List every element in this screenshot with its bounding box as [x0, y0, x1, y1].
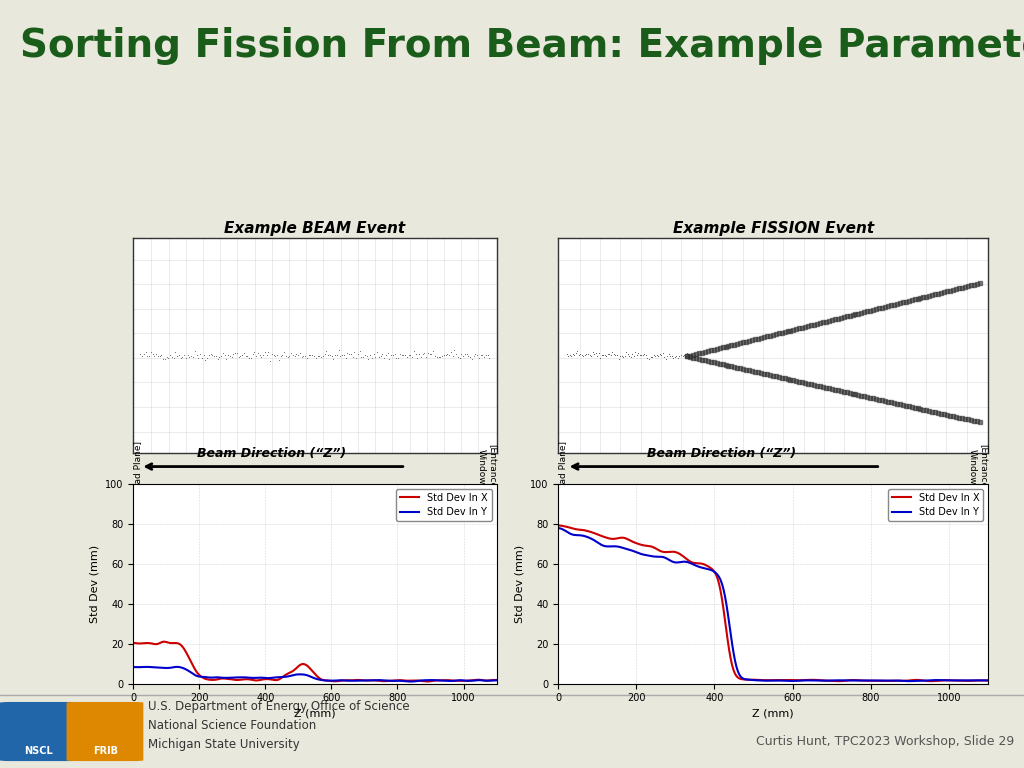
Text: Curtis Hunt, TPC2023 Workshop, Slide 29: Curtis Hunt, TPC2023 Workshop, Slide 29 [756, 735, 1014, 747]
FancyBboxPatch shape [67, 702, 143, 761]
Text: [Pad Plane]: [Pad Plane] [133, 441, 142, 492]
Y-axis label: Std Dev (mm): Std Dev (mm) [514, 545, 524, 623]
Text: [Pad Plane]: [Pad Plane] [558, 441, 567, 492]
Text: Sorting Fission From Beam: Example Parameter: Sorting Fission From Beam: Example Param… [20, 27, 1024, 65]
X-axis label: Z (mm): Z (mm) [753, 709, 794, 719]
Text: Beam Direction (“Z”): Beam Direction (“Z”) [647, 447, 796, 460]
Text: Beam Direction (“Z”): Beam Direction (“Z”) [197, 447, 346, 460]
Y-axis label: Std Dev (mm): Std Dev (mm) [89, 545, 99, 623]
FancyBboxPatch shape [0, 702, 77, 761]
Text: [Entrance
Window]: [Entrance Window] [477, 445, 497, 488]
Text: [Entrance
Window]: [Entrance Window] [969, 445, 988, 488]
Title: Example BEAM Event: Example BEAM Event [224, 220, 406, 236]
Legend: Std Dev In X, Std Dev In Y: Std Dev In X, Std Dev In Y [888, 488, 983, 521]
Text: U.S. Department of Energy Office of Science
National Science Foundation
Michigan: U.S. Department of Energy Office of Scie… [148, 700, 410, 751]
Title: Example FISSION Event: Example FISSION Event [673, 220, 873, 236]
X-axis label: Z (mm): Z (mm) [294, 709, 336, 719]
Legend: Std Dev In X, Std Dev In Y: Std Dev In X, Std Dev In Y [396, 488, 492, 521]
Text: NSCL: NSCL [25, 746, 53, 756]
Text: FRIB: FRIB [93, 746, 118, 756]
